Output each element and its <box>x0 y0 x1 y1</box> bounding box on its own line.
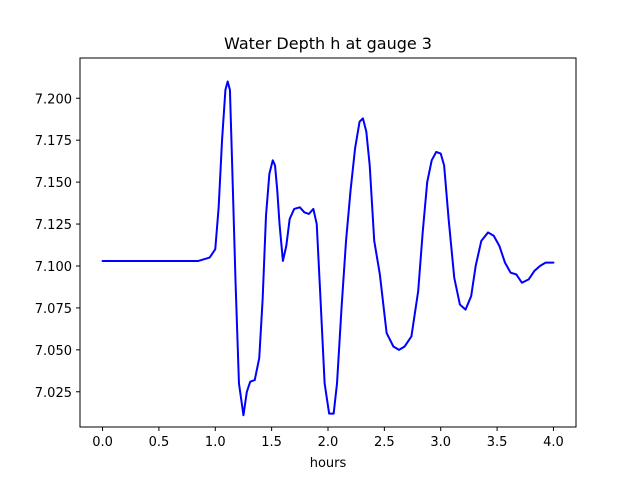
y-tick-label: 7.175 <box>35 134 72 149</box>
y-tick-label: 7.075 <box>35 302 72 317</box>
x-tick-label: 3.0 <box>430 435 451 450</box>
water-depth-line <box>101 80 555 417</box>
y-tick-label: 7.100 <box>35 260 72 275</box>
x-tick-label: 1.5 <box>261 435 282 450</box>
y-tick-label: 7.200 <box>35 92 72 107</box>
plot-frame <box>79 57 577 428</box>
x-tick-label: 1.0 <box>205 435 226 450</box>
ticks-layer: 0.0 0.5 1.0 1.5 2.0 2.5 3.0 3.5 4.0 7.025 7.050 7.0… <box>35 92 564 450</box>
x-tick-label: 4.0 <box>543 435 564 450</box>
y-tick-label: 7.125 <box>35 218 72 233</box>
x-tick-label: 2.5 <box>374 435 395 450</box>
x-tick-label: 3.5 <box>487 435 508 450</box>
y-tick-label: 7.150 <box>35 176 72 191</box>
y-tick-label: 7.050 <box>35 344 72 359</box>
chart-title: Water Depth h at gauge 3 <box>224 34 432 53</box>
y-tick-label: 7.025 <box>35 386 72 401</box>
plot-area <box>80 58 576 427</box>
x-tick-label: 0.5 <box>149 435 170 450</box>
x-tick-label: 2.0 <box>318 435 339 450</box>
x-axis-label: hours <box>310 456 347 471</box>
x-tick-label: 0.0 <box>92 435 113 450</box>
